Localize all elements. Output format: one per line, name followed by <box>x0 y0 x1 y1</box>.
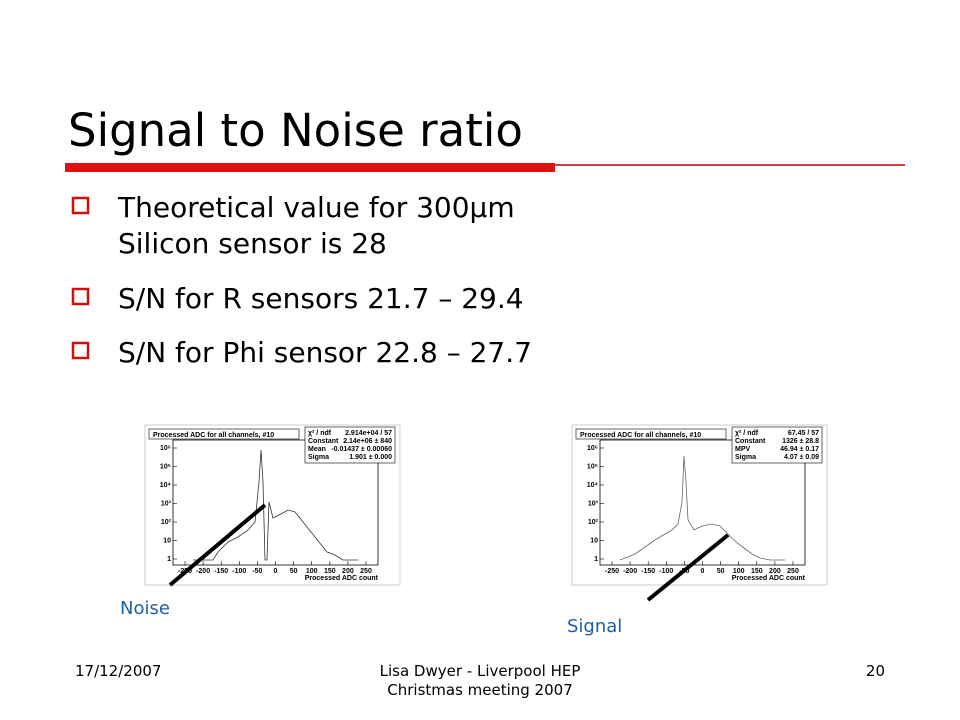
bullet-icon <box>71 341 90 360</box>
stats-key: Mean <box>308 446 326 453</box>
bullet-text: S/N for Phi sensor 22.8 – 27.7 <box>118 336 532 369</box>
stats-key: Sigma <box>735 454 756 461</box>
stats-key: χ² / ndf <box>735 430 759 437</box>
footer-text: Christmas meeting 2007 <box>387 681 573 699</box>
plot: Processed ADC for all channels, #10 χ² / … <box>571 424 828 586</box>
x-tick-label: 50 <box>717 568 725 575</box>
x-tick-label: 250 <box>360 568 372 575</box>
y-tick-label: 10⁴ <box>160 482 172 489</box>
x-tick-label: -250 <box>605 568 619 575</box>
bullet-icon <box>71 196 90 215</box>
stats-value: 1326 ± 28.8 <box>782 438 819 445</box>
footer-date: 17/12/2007 <box>75 662 161 680</box>
y-tick-label: 10 <box>163 538 171 545</box>
bullet-text: S/N for R sensors 21.7 – 29.4 <box>118 282 524 315</box>
footer-text: Lisa Dwyer - Liverpool HEP <box>380 662 581 680</box>
stats-value: 1.901 ± 0.000 <box>349 454 392 461</box>
footer: 17/12/2007 Lisa Dwyer - Liverpool HEP Ch… <box>75 662 885 699</box>
stats-box <box>304 426 396 464</box>
y-tick-label: 10⁴ <box>587 482 599 489</box>
bullet-line: Theoretical value for 300µm <box>117 191 515 224</box>
arrow-label: Signal <box>567 616 622 637</box>
x-axis-label: Processed ADC count <box>732 575 806 582</box>
x-tick-label: 100 <box>306 568 318 575</box>
arrow-label: Noise <box>120 598 170 619</box>
stats-value: 2.914e+04 / 57 <box>345 430 392 437</box>
stats-value: 67.45 / 57 <box>788 430 819 437</box>
x-tick-label: 0 <box>274 568 278 575</box>
bullet-icon <box>71 287 90 306</box>
x-tick-label: -100 <box>659 568 673 575</box>
x-axis-label: Processed ADC count <box>305 575 379 582</box>
y-tick-label: 10⁶ <box>160 445 171 452</box>
bullet-line: Silicon sensor is 28 <box>118 227 387 260</box>
slide-title: Signal to Noise ratio <box>68 104 523 157</box>
x-tick-label: 200 <box>769 568 781 575</box>
x-tick-label: -150 <box>214 568 228 575</box>
x-tick-label: 250 <box>787 568 799 575</box>
arrow <box>646 533 730 602</box>
x-tick-label: 150 <box>751 568 763 575</box>
stats-value: 2.14e+06 ± 840 <box>343 438 392 445</box>
x-tick-label: -100 <box>232 568 246 575</box>
x-tick-label: -50 <box>252 568 262 575</box>
stats-value: 46.94 ± 0.17 <box>780 446 819 453</box>
stats-key: Constant <box>735 438 766 445</box>
x-tick-label: 100 <box>733 568 745 575</box>
y-tick-label: 10³ <box>588 501 599 508</box>
x-tick-label: 50 <box>290 568 298 575</box>
plot: Processed ADC for all channels, #10 χ² / … <box>144 424 401 586</box>
stats-key: χ² / ndf <box>308 430 332 437</box>
stats-value: 4.07 ± 0.09 <box>784 454 819 461</box>
y-tick-label: 10³ <box>161 501 172 508</box>
x-tick-label: 150 <box>324 568 336 575</box>
plot-title: Processed ADC for all channels, #10 <box>580 432 701 439</box>
footer-page: 20 <box>866 662 885 680</box>
y-tick-label: 10⁵ <box>587 464 598 471</box>
stats-key: Constant <box>308 438 339 445</box>
y-tick-label: 10² <box>588 519 599 526</box>
x-tick-label: -200 <box>623 568 637 575</box>
y-tick-label: 1 <box>594 556 598 563</box>
histogram <box>193 449 358 561</box>
bullet-list: Theoretical value for 300µm Silicon senso… <box>71 191 532 369</box>
title-bar <box>65 163 555 172</box>
y-tick-label: 10⁶ <box>587 445 598 452</box>
plot-title: Processed ADC for all channels, #10 <box>153 432 274 439</box>
y-tick-label: 1 <box>167 556 171 563</box>
arrow <box>168 503 267 587</box>
y-tick-label: 10² <box>161 519 172 526</box>
x-tick-label: 0 <box>701 568 705 575</box>
x-tick-label: -150 <box>641 568 655 575</box>
stats-key: MPV <box>735 446 751 453</box>
bullet-text: Theoretical value for 300µm Silicon senso… <box>117 191 515 260</box>
stats-key: Sigma <box>308 454 329 461</box>
stats-box <box>731 426 823 464</box>
stats-value: -0.01437 ± 0.00060 <box>331 446 392 453</box>
plot-title-box <box>148 428 300 440</box>
plot-title-box <box>575 428 727 440</box>
x-tick-label: 200 <box>342 568 354 575</box>
x-tick-label: -200 <box>196 568 210 575</box>
y-tick-label: 10⁵ <box>160 464 171 471</box>
histogram <box>619 455 785 561</box>
y-tick-label: 10 <box>590 538 598 545</box>
